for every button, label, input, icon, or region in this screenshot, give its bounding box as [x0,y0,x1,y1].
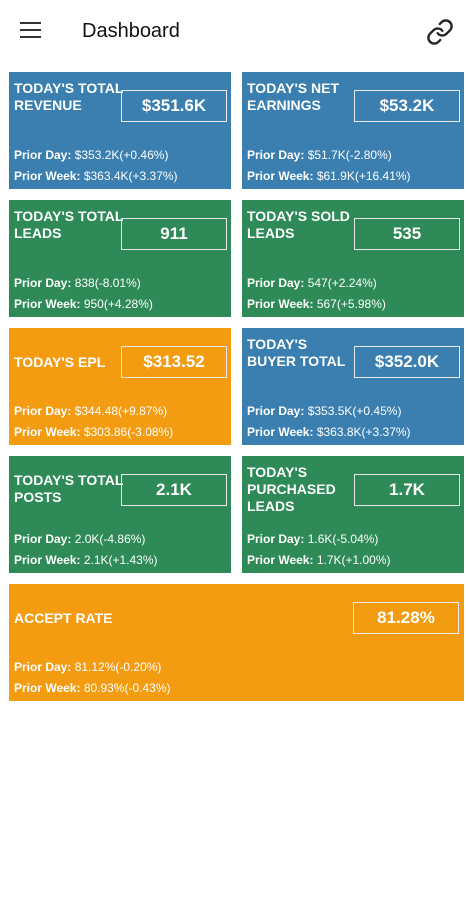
card-value: $352.0K [354,346,460,378]
prior-day-stat: Prior Day: 838(-8.01%) [14,276,141,290]
page-title: Dashboard [82,20,180,42]
card-label: TODAY'S TOTAL REVENUE [14,80,124,113]
prior-day-stat: Prior Day: $353.2K(+0.46%) [14,148,169,162]
card-label: ACCEPT RATE [14,610,113,626]
card-value: $313.52 [121,346,227,378]
card-label: TODAY'S PURCHASED LEADS [247,464,336,514]
prior-day-stat: Prior Day: $344.48(+9.87%) [14,404,168,418]
link-icon[interactable] [426,18,454,46]
prior-week-stat: Prior Week: 80.93%(-0.43%) [14,681,171,695]
prior-week-stat: Prior Week: $61.9K(+16.41%) [247,169,411,183]
card-value: $351.6K [121,90,227,122]
app-bar: Dashboard [0,0,468,64]
prior-week-stat: Prior Week: $303.86(-3.08%) [14,425,174,439]
prior-week-stat: Prior Week: 2.1K(+1.43%) [14,553,158,567]
hamburger-menu-icon[interactable] [20,22,44,42]
card-label: TODAY'S TOTAL LEADS [14,208,124,241]
card-epl[interactable]: TODAY'S EPL $313.52 Prior Day: $344.48(+… [9,328,231,445]
card-value: 535 [354,218,460,250]
card-net-earnings[interactable]: TODAY'S NET EARNINGS $53.2K Prior Day: $… [242,72,464,189]
card-total-leads[interactable]: TODAY'S TOTAL LEADS 911 Prior Day: 838(-… [9,200,231,317]
card-value: 1.7K [354,474,460,506]
card-sold-leads[interactable]: TODAY'S SOLD LEADS 535 Prior Day: 547(+2… [242,200,464,317]
card-value: $53.2K [354,90,460,122]
card-label: TODAY'S NET EARNINGS [247,80,340,113]
card-label: TODAY'S EPL [14,354,106,370]
prior-week-stat: Prior Week: 567(+5.98%) [247,297,386,311]
card-label: TODAY'S BUYER TOTAL [247,336,346,369]
prior-week-stat: Prior Week: 950(+4.28%) [14,297,153,311]
prior-day-stat: Prior Day: 547(+2.24%) [247,276,377,290]
prior-day-stat: Prior Day: 1.6K(-5.04%) [247,532,379,546]
prior-day-stat: Prior Day: $353.5K(+0.45%) [247,404,402,418]
card-buyer-total[interactable]: TODAY'S BUYER TOTAL $352.0K Prior Day: $… [242,328,464,445]
card-total-revenue[interactable]: TODAY'S TOTAL REVENUE $351.6K Prior Day:… [9,72,231,189]
card-total-posts[interactable]: TODAY'S TOTAL POSTS 2.1K Prior Day: 2.0K… [9,456,231,573]
card-purchased-leads[interactable]: TODAY'S PURCHASED LEADS 1.7K Prior Day: … [242,456,464,573]
card-accept-rate[interactable]: ACCEPT RATE 81.28% Prior Day: 81.12%(-0.… [9,584,464,701]
prior-day-stat: Prior Day: $51.7K(-2.80%) [247,148,392,162]
card-value: 911 [121,218,227,250]
prior-week-stat: Prior Week: $363.4K(+3.37%) [14,169,178,183]
card-value: 81.28% [353,602,459,634]
card-value: 2.1K [121,474,227,506]
prior-week-stat: Prior Week: $363.8K(+3.37%) [247,425,411,439]
prior-week-stat: Prior Week: 1.7K(+1.00%) [247,553,391,567]
prior-day-stat: Prior Day: 2.0K(-4.86%) [14,532,146,546]
card-label: TODAY'S TOTAL POSTS [14,472,124,505]
card-label: TODAY'S SOLD LEADS [247,208,350,241]
prior-day-stat: Prior Day: 81.12%(-0.20%) [14,660,162,674]
